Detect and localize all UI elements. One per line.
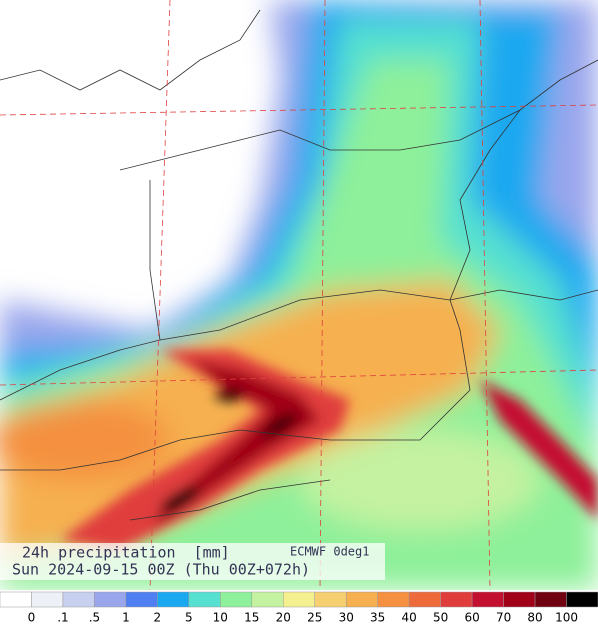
legend-label: 15 — [244, 611, 259, 625]
legend-label: .5 — [89, 611, 100, 625]
legend-label: 40 — [402, 611, 417, 625]
graticule — [0, 0, 598, 590]
color-box — [471, 591, 504, 608]
color-box — [251, 591, 284, 608]
legend-label: 5 — [185, 611, 193, 625]
color-box — [566, 591, 598, 608]
legend-label: 20 — [276, 611, 291, 625]
legend-label: .1 — [57, 611, 68, 625]
color-box — [345, 591, 378, 608]
color-box — [503, 591, 536, 608]
color-box — [125, 591, 158, 608]
color-box — [62, 591, 95, 608]
legend-label: 10 — [213, 611, 228, 625]
legend-label: 25 — [307, 611, 322, 625]
legend-label: 1 — [122, 611, 130, 625]
legend-label: 35 — [370, 611, 385, 625]
legend-label: 60 — [464, 611, 479, 625]
subtitle: Sun 2024-09-15 00Z (Thu 00Z+072h) — [12, 561, 310, 579]
legend-label: 50 — [433, 611, 448, 625]
color-box — [188, 591, 221, 608]
legend-label: 80 — [527, 611, 542, 625]
precip-map: 24h precipitation [mm] ECMWF 0deg1 Sun 2… — [0, 0, 598, 590]
title: 24h precipitation [mm] — [22, 544, 230, 562]
legend-label: 2 — [154, 611, 162, 625]
legend-label: 70 — [496, 611, 511, 625]
color-box — [283, 591, 315, 608]
color-box — [0, 591, 32, 608]
legend-label: 0 — [28, 611, 36, 625]
color-box — [94, 591, 127, 608]
borders — [0, 9, 598, 521]
color-box — [408, 591, 441, 608]
color-box — [157, 591, 190, 608]
colorbar: 0.1.5 1 2 5 10 15 20 25 30 35 40 50 60 70 80 100 — [0, 591, 598, 625]
legend-label: 30 — [339, 611, 354, 625]
color-box — [440, 591, 473, 608]
color-box — [31, 591, 64, 608]
color-box — [314, 591, 347, 608]
model: ECMWF 0deg1 — [290, 545, 369, 559]
color-box — [220, 591, 253, 608]
title-box — [0, 543, 385, 580]
color-box — [534, 591, 567, 608]
legend-label: 100 — [555, 611, 578, 625]
color-box — [377, 591, 410, 608]
